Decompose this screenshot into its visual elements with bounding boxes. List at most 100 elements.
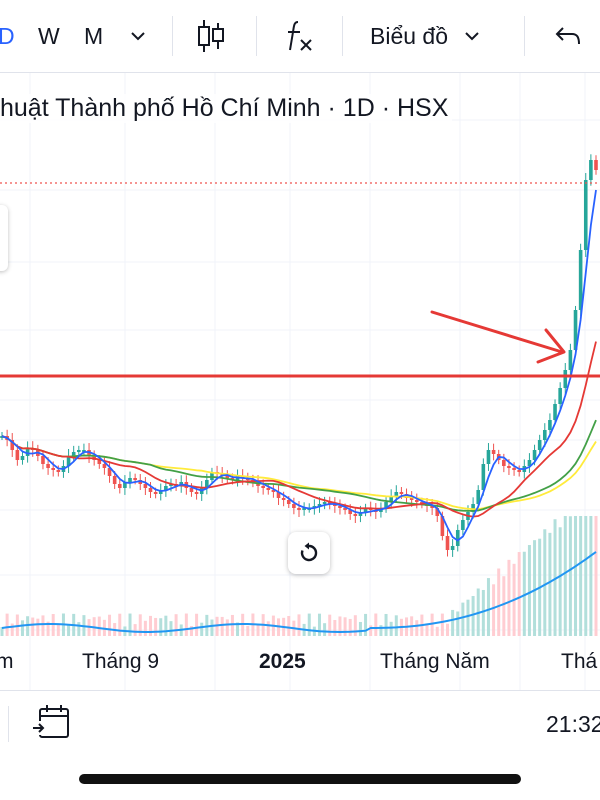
candle-body [486,450,491,464]
chart-type-dropdown[interactable]: Biểu đồ [370,0,482,72]
candle-body [317,504,322,506]
chart-style-button[interactable] [196,0,226,72]
candle-body [353,514,358,516]
indicators-button[interactable] [284,0,314,72]
volume-bar [574,516,578,636]
chart-time: 21:32 [546,711,600,737]
volume-bar [456,611,460,636]
chevron-down-icon [131,32,145,41]
volume-bar [369,625,373,636]
candle-body [210,472,214,480]
bottom-divider [8,706,9,742]
candle-body [271,490,276,492]
volume-bar [154,617,158,636]
candle-body [148,488,153,492]
candle-body [338,506,342,508]
undo-button[interactable] [554,0,582,72]
volume-bar [236,622,240,636]
candle-body [312,506,317,508]
x-axis-label: Tháng 9 [82,650,160,673]
candle-body [527,460,532,466]
candle-body [440,516,445,536]
candle-body [333,504,337,506]
reset-chart-button[interactable] [288,532,330,574]
candle-body [409,498,414,500]
candle-body [558,388,562,404]
candle-body [51,468,56,470]
volume-bar [379,625,383,636]
volume-bar [492,584,496,636]
volume-bar [266,621,270,636]
candle-body [517,470,521,472]
x-axis-label: m [0,650,14,673]
volume-bar [149,615,152,636]
candle-body [476,490,481,504]
candle-body [322,502,327,504]
candle-body [281,498,286,500]
candle-body [82,450,86,452]
home-indicator[interactable] [79,774,521,784]
volume-bar [41,615,45,636]
volume-bar [522,551,526,636]
candle-body [164,486,168,490]
price-chart[interactable] [0,73,600,690]
volume-bar [394,615,398,636]
volume-bar [205,614,209,636]
candle-body [56,470,61,472]
volume-bar [543,529,547,636]
chart-area[interactable] [0,73,600,690]
interval-d-button[interactable]: D [0,22,15,49]
volume-bar [143,620,147,636]
volume-bar [548,532,552,636]
candle-body [41,456,45,464]
candle-body [297,508,301,510]
interval-m-button[interactable]: M [84,22,104,49]
go-to-date-button[interactable] [32,704,72,745]
chart-title: huật Thành phố Hồ Chí Minh · 1D · HSX [0,94,453,123]
candle-body [194,492,199,494]
candle-body [97,460,102,464]
candle-body [46,464,50,468]
volume-bar [374,613,378,636]
candle-body [225,476,230,478]
candle-body [450,546,455,550]
volume-bar [307,613,311,636]
candle-body [266,488,271,490]
toolbar-divider [524,16,525,56]
candle-body [112,476,117,484]
side-panel-handle[interactable] [0,205,8,271]
volume-bar [358,621,362,636]
candle-body [358,512,363,516]
interval-more-button[interactable] [128,0,148,72]
candle-body [143,484,148,488]
candle-body [594,160,598,170]
volume-bar [435,626,439,636]
candle-body [66,456,71,466]
candle-body [414,500,419,502]
interval-w-button[interactable]: W [38,22,60,49]
volume-bar [20,620,24,636]
volume-bar [451,609,455,636]
volume-bar [533,540,537,636]
volume-bar [502,576,506,636]
candle-body [491,450,496,454]
candle-body [430,506,434,508]
candle-body [15,450,20,460]
candle-body [327,502,332,504]
volume-bar [133,624,137,636]
volume-bar [108,614,112,636]
volume-bar [297,614,301,636]
volume-ma-line [1,551,597,634]
volume-bar [174,614,178,636]
volume-bar [430,613,434,636]
candle-body [153,492,158,494]
volume-bar [138,614,142,636]
fx-icon [288,21,312,51]
candle-body [169,484,173,486]
volume-bar [466,599,470,636]
candle-body [537,440,542,450]
candle-body [578,250,583,310]
candle-body [107,468,112,476]
volume-bar [56,624,60,636]
calendar-goto-icon [32,705,69,738]
